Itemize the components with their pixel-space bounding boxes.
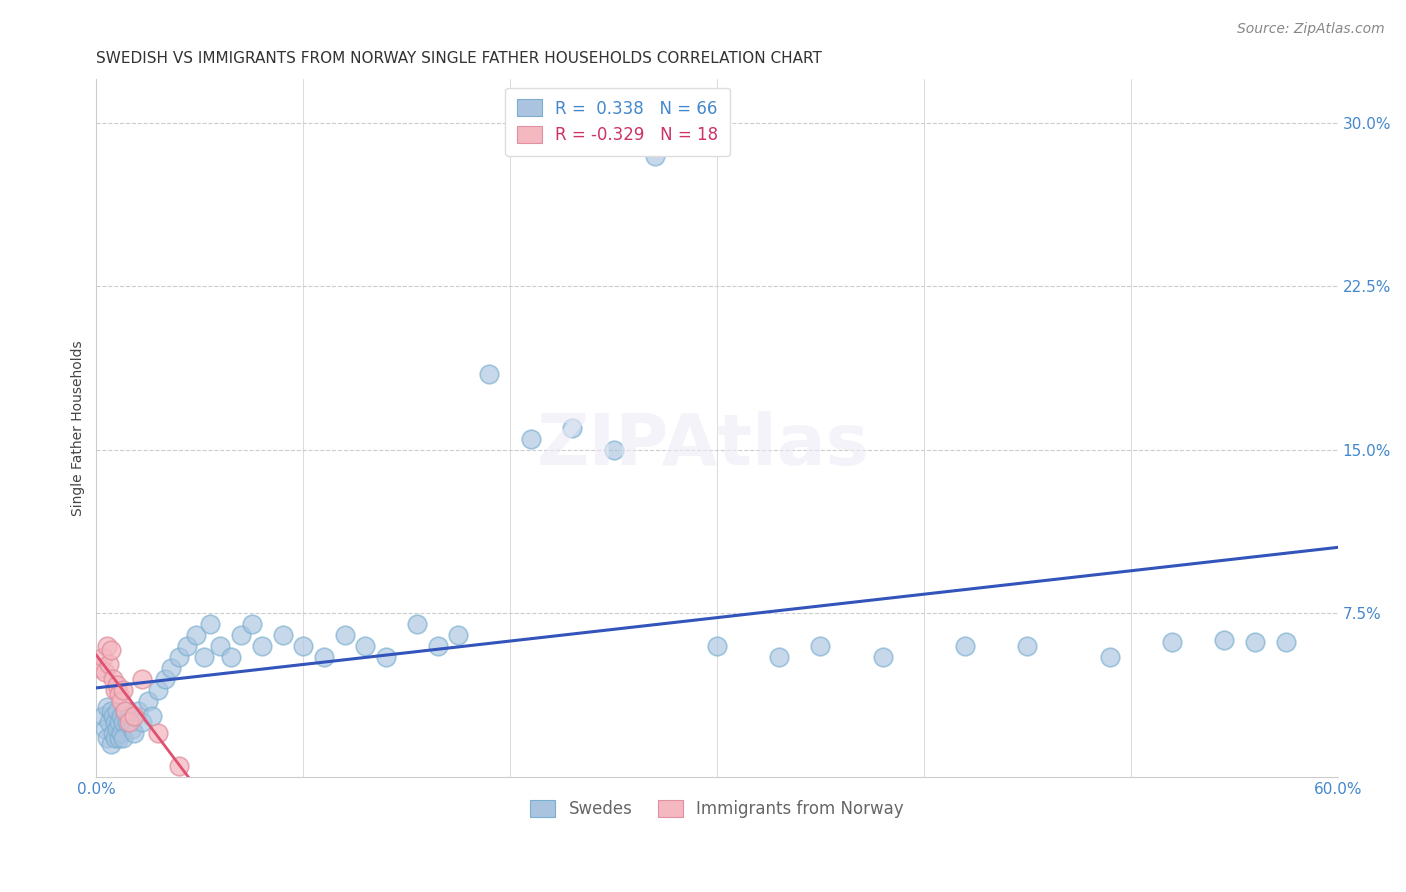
Point [333,628,356,642]
Point [250,639,273,653]
Point [478,367,501,381]
Point [148,682,170,697]
Point [148,726,170,740]
Point [108,731,131,745]
Point [105,678,128,692]
Text: SWEDISH VS IMMIGRANTS FROM NORWAY SINGLE FATHER HOUSEHOLDS CORRELATION CHART: SWEDISH VS IMMIGRANTS FROM NORWAY SINGLE… [97,51,823,66]
Point [141,709,163,723]
Point [184,628,207,642]
Point [101,672,124,686]
Point [644,148,666,162]
Point [101,709,124,723]
Legend: Swedes, Immigrants from Norway: Swedes, Immigrants from Norway [524,793,910,824]
Point [219,650,242,665]
Point [104,715,127,730]
Point [97,657,120,671]
Point [271,628,294,642]
Point [114,705,136,719]
Point [209,639,232,653]
Point [240,617,263,632]
Point [176,639,198,653]
Point [872,650,894,665]
Text: Source: ZipAtlas.com: Source: ZipAtlas.com [1237,22,1385,37]
Point [112,715,135,730]
Point [231,628,253,642]
Point [121,722,143,736]
Point [167,650,190,665]
Point [93,665,115,680]
Point [406,617,429,632]
Point [100,705,122,719]
Point [1275,634,1298,648]
Point [100,737,122,751]
Point [110,709,132,723]
Point [127,705,149,719]
Point [768,650,790,665]
Point [96,639,118,653]
Point [447,628,470,642]
Point [375,650,398,665]
Point [312,650,335,665]
Point [153,672,176,686]
Point [89,661,111,675]
Point [105,705,128,719]
Point [292,639,315,653]
Point [706,639,728,653]
Point [136,693,159,707]
Point [561,421,583,435]
Point [100,643,122,657]
Point [1212,632,1234,647]
Point [105,722,128,736]
Point [810,639,832,653]
Point [602,442,624,457]
Point [193,650,215,665]
Point [117,715,139,730]
Point [112,682,135,697]
Point [1099,650,1122,665]
Point [1017,639,1039,653]
Point [118,709,141,723]
Point [167,759,190,773]
Point [426,639,449,653]
Y-axis label: Single Father Households: Single Father Households [72,340,86,516]
Point [131,672,153,686]
Point [159,661,181,675]
Point [96,731,118,745]
Point [101,726,124,740]
Point [97,715,120,730]
Point [112,731,135,745]
Point [91,709,114,723]
Point [110,726,132,740]
Point [104,731,127,745]
Point [354,639,377,653]
Point [198,617,221,632]
Point [1244,634,1267,648]
Text: ZIPAtlas: ZIPAtlas [537,411,869,481]
Point [1161,634,1184,648]
Point [93,722,115,736]
Point [114,705,136,719]
Point [118,715,141,730]
Point [91,650,114,665]
Point [122,709,145,723]
Point [96,700,118,714]
Point [122,726,145,740]
Point [131,715,153,730]
Point [108,687,131,701]
Point [520,432,543,446]
Point [108,715,131,730]
Point [104,682,127,697]
Point [110,693,132,707]
Point [955,639,977,653]
